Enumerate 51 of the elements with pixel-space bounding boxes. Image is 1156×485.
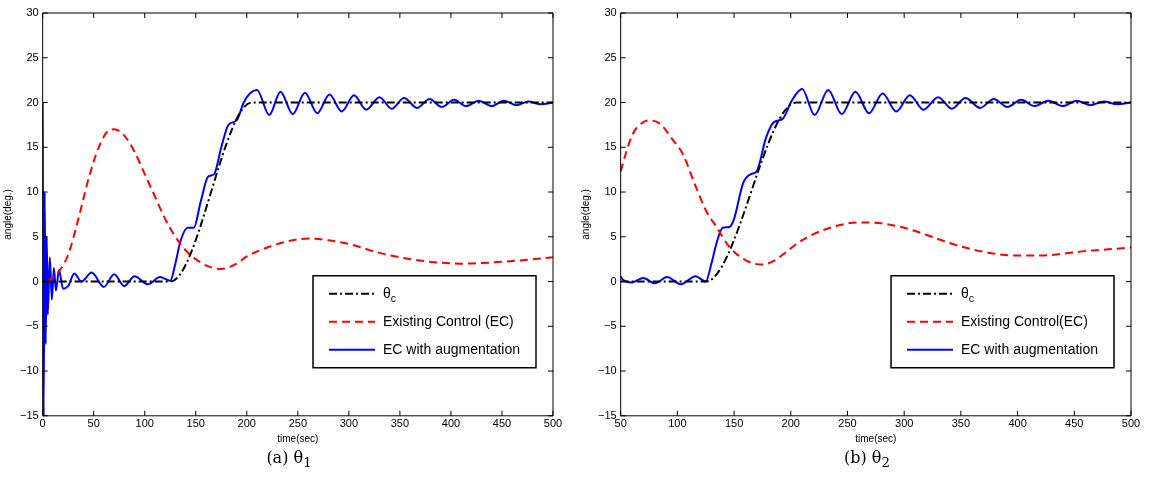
x-tick-label: 50 bbox=[614, 417, 627, 430]
y-tick-label: 30 bbox=[604, 6, 617, 19]
text: (b) θ$_{2}$ bbox=[843, 448, 891, 471]
x-tick-label: 400 bbox=[1008, 417, 1027, 430]
legend-label: Existing Control (EC) bbox=[383, 312, 514, 329]
x-tick-label: 100 bbox=[668, 417, 687, 430]
y-tick-label: 20 bbox=[604, 95, 617, 108]
x-tick-label: 300 bbox=[895, 417, 914, 430]
x-tick-label: 500 bbox=[543, 417, 563, 430]
x-tick-label: 400 bbox=[441, 417, 461, 430]
x-tick-label: 300 bbox=[339, 417, 359, 430]
y-tick-label: 25 bbox=[604, 50, 617, 63]
legend-label: EC with augmentation bbox=[961, 340, 1098, 357]
x-tick-label: 200 bbox=[781, 417, 800, 430]
y-tick-label: −10 bbox=[19, 364, 39, 377]
x-axis-title: time(sec) bbox=[855, 432, 897, 444]
x-tick-label: 250 bbox=[288, 417, 308, 430]
y-tick-label: 0 bbox=[32, 274, 39, 287]
y-tick-label: −15 bbox=[597, 408, 617, 421]
y-tick-label: 10 bbox=[604, 185, 617, 198]
y-tick-label: 10 bbox=[26, 185, 39, 198]
line-series bbox=[46, 128, 553, 283]
legend-label: Existing Control(EC) bbox=[961, 312, 1088, 329]
y-tick-label: 5 bbox=[32, 229, 39, 242]
y-tick-label: 15 bbox=[26, 140, 39, 153]
y-tick-label: 30 bbox=[26, 6, 39, 19]
y-tick-label: −5 bbox=[26, 319, 39, 332]
x-tick-label: 50 bbox=[87, 417, 100, 430]
y-axis-title: angle(deg.) bbox=[579, 189, 591, 240]
y-tick-label: 25 bbox=[26, 50, 39, 63]
y-tick-label: 0 bbox=[610, 274, 617, 287]
y-tick-label: −5 bbox=[604, 319, 617, 332]
x-tick-label: 250 bbox=[838, 417, 857, 430]
y-tick-label: 5 bbox=[610, 229, 617, 242]
x-tick-label: 150 bbox=[724, 417, 744, 430]
y-tick-label: −15 bbox=[19, 408, 39, 421]
y-tick-label: 20 bbox=[26, 95, 39, 108]
x-tick-label: 200 bbox=[237, 417, 256, 430]
x-tick-label: 350 bbox=[951, 417, 971, 430]
y-axis-title: angle(deg.) bbox=[1, 189, 13, 240]
y-tick-label: −10 bbox=[597, 364, 617, 377]
x-tick-label: 500 bbox=[1121, 417, 1141, 430]
x-axis-title: time(sec) bbox=[277, 432, 319, 444]
legend-label: EC with augmentation bbox=[383, 340, 520, 357]
x-tick-label: 450 bbox=[492, 417, 512, 430]
x-tick-label: 350 bbox=[390, 417, 410, 430]
x-tick-label: 450 bbox=[1065, 417, 1084, 430]
y-tick-label: 15 bbox=[604, 140, 617, 153]
text: (a) θ$_{1}$ bbox=[265, 448, 313, 471]
x-tick-label: 150 bbox=[186, 417, 205, 430]
x-tick-label: 100 bbox=[135, 417, 154, 430]
